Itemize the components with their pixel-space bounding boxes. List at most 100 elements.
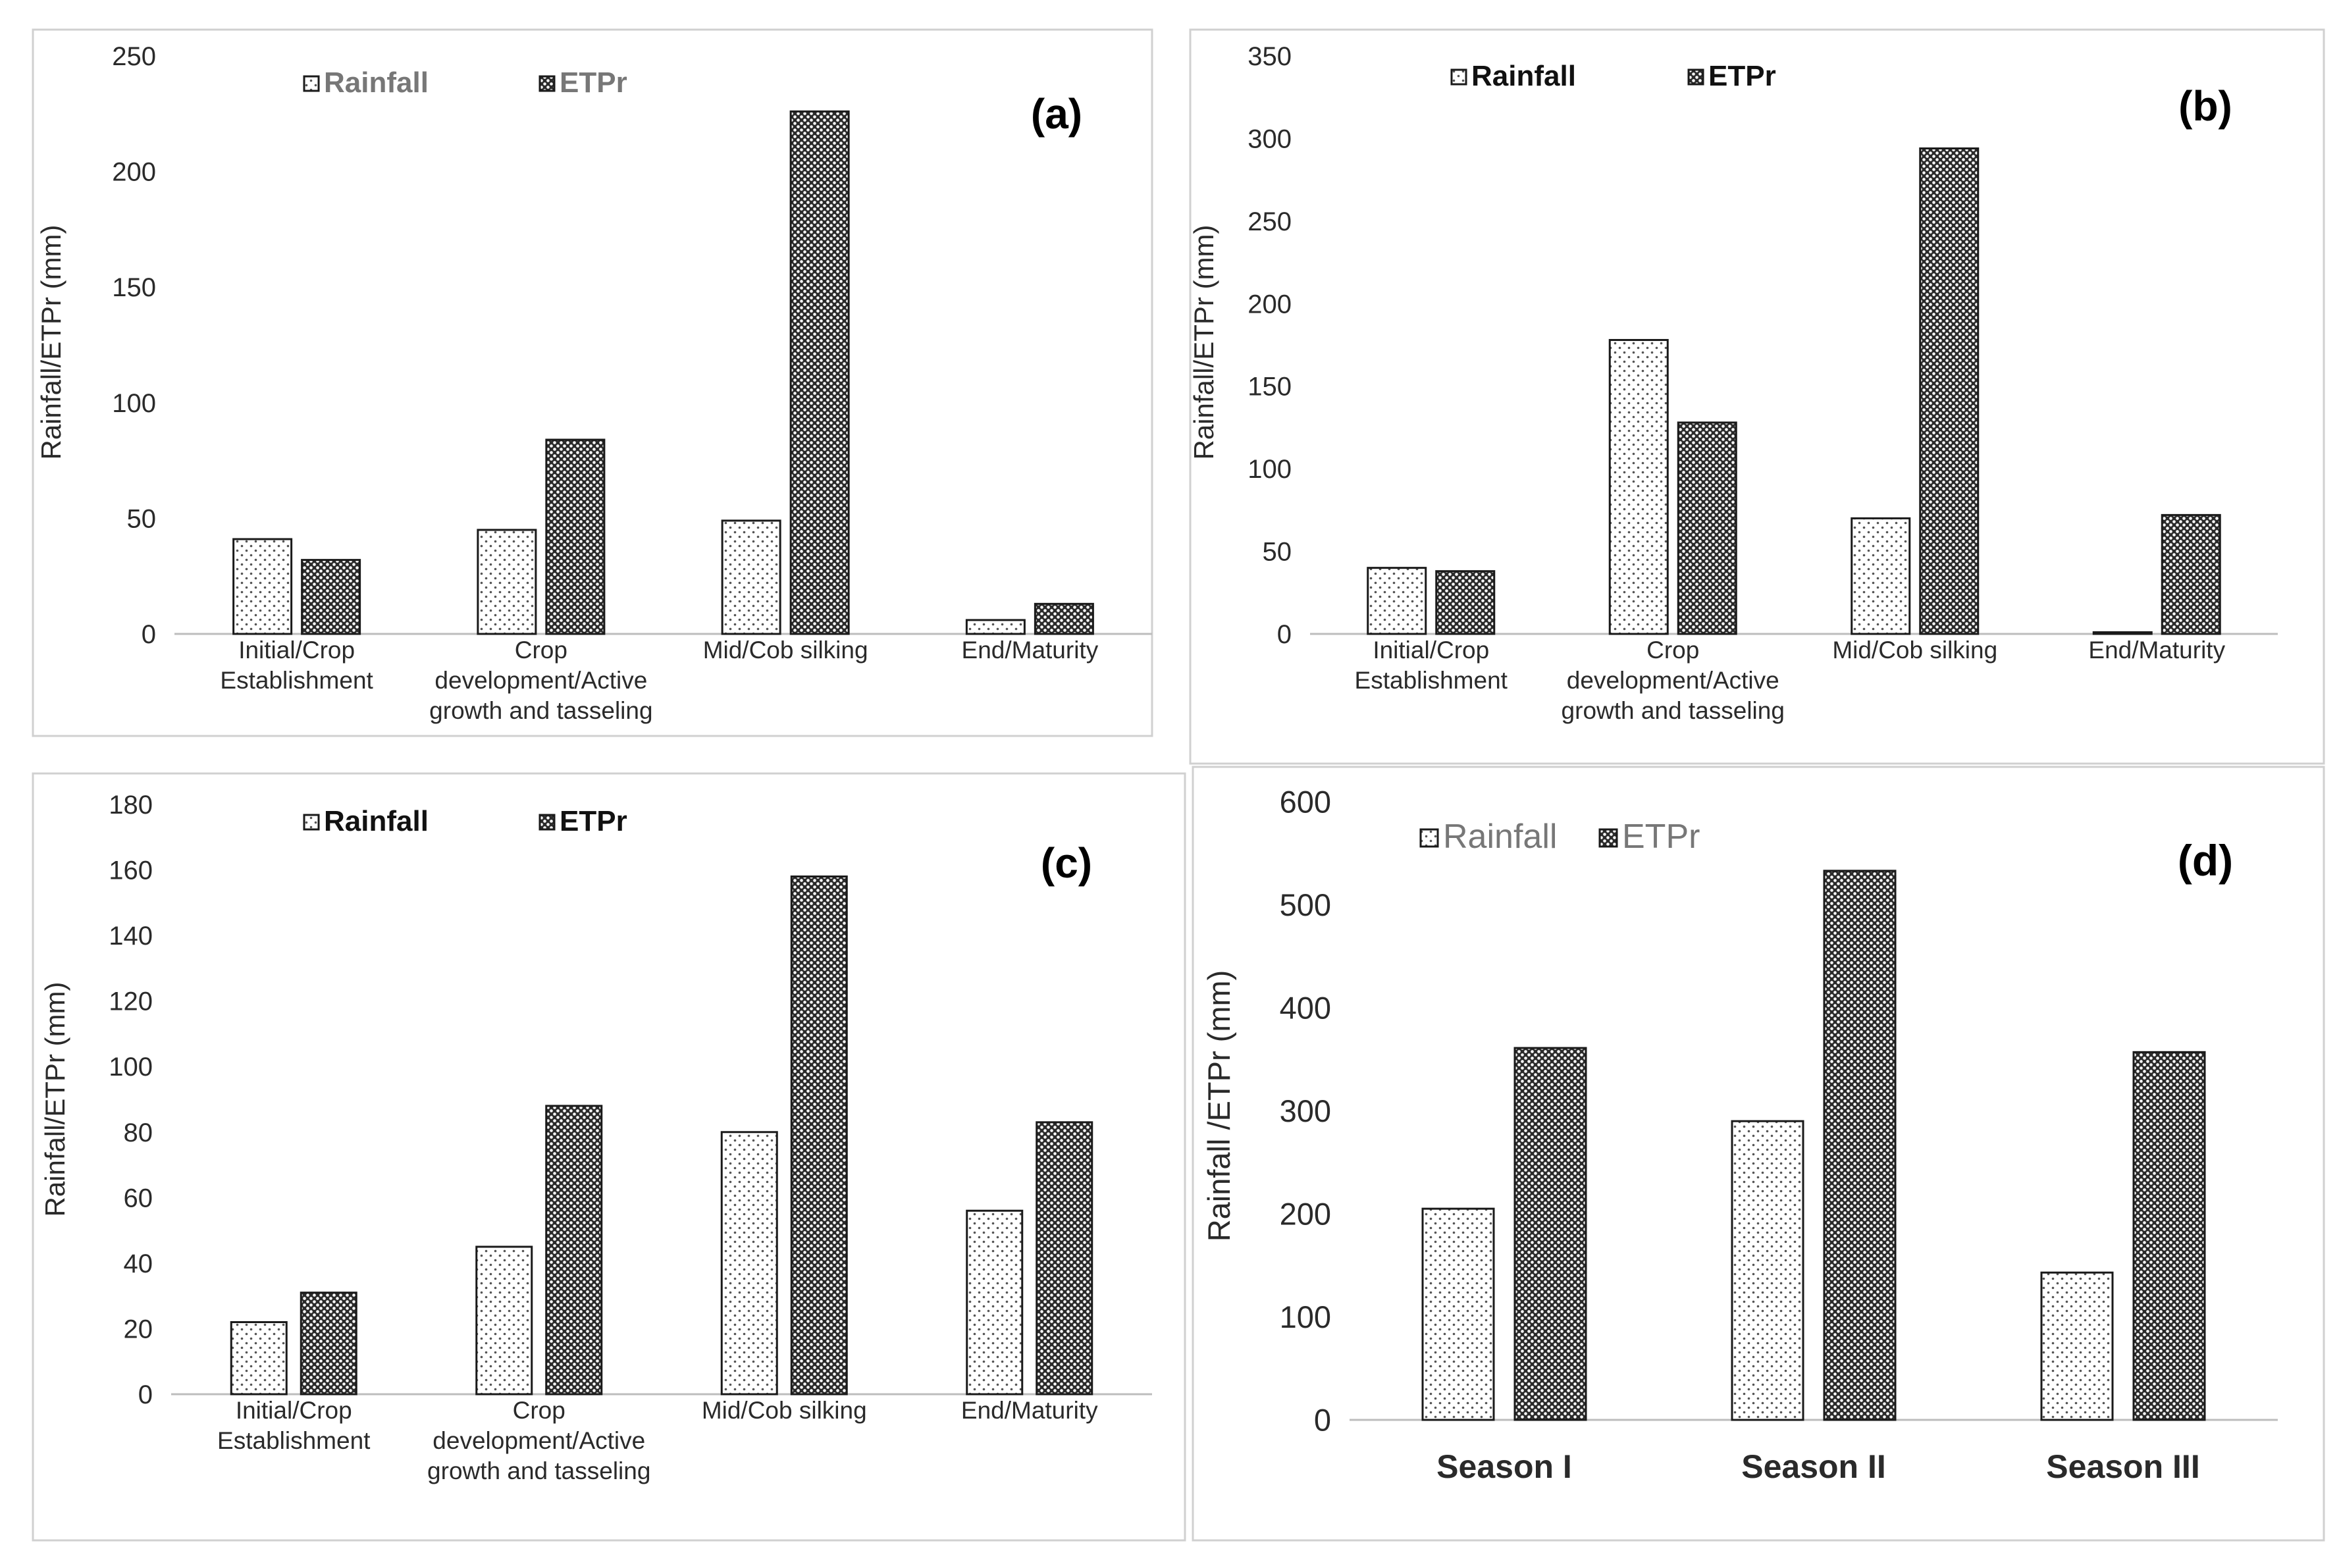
y-axis-label: Rainfall /ETPr (mm): [1201, 970, 1236, 1242]
legend-label-rainfall: Rainfall: [1443, 818, 1557, 856]
y-tick-label: 200: [1248, 290, 1292, 319]
y-tick-label: 400: [1280, 990, 1331, 1025]
x-category-label: Mid/Cob silking: [1832, 637, 1997, 664]
y-tick-label: 80: [124, 1118, 153, 1147]
x-category-label: Initial/Crop: [236, 1397, 352, 1424]
legend-swatch-rainfall: [1450, 68, 1467, 86]
x-category-label: growth and tasseling: [427, 1457, 650, 1484]
y-tick-label: 160: [109, 856, 153, 885]
y-tick-label: 0: [138, 1380, 153, 1409]
bar-etpr-2: [545, 1105, 603, 1396]
bar-etpr-1: [300, 1292, 357, 1396]
legend-label-rainfall: Rainfall: [324, 805, 429, 837]
x-category-label: Mid/Cob silking: [702, 1397, 867, 1424]
legend-swatch-etpr: [1598, 828, 1618, 848]
y-tick-label: 200: [112, 158, 156, 187]
x-category-label: Establishment: [220, 667, 373, 694]
x-category-label: growth and tasseling: [429, 697, 652, 724]
panel-label: (b): [2178, 82, 2232, 130]
y-tick-label: 180: [109, 791, 153, 820]
y-tick-label: 250: [1248, 207, 1292, 236]
x-category-label: development/Active: [434, 667, 647, 694]
y-tick-label: 100: [112, 389, 156, 418]
bar-etpr-4: [1034, 602, 1094, 635]
x-category-label: Crop: [1646, 637, 1699, 664]
x-category-label: Establishment: [1355, 667, 1508, 694]
y-tick-label: 300: [1248, 124, 1292, 153]
bar-rainfall-4: [965, 619, 1026, 635]
bar-rainfall-4: [2092, 631, 2153, 635]
y-tick-label: 200: [1280, 1196, 1331, 1231]
legend-label-etpr: ETPr: [560, 805, 627, 837]
y-tick-label: 250: [112, 42, 156, 71]
bar-rainfall-3: [721, 519, 781, 635]
legend-label-etpr: ETPr: [1622, 818, 1700, 856]
legend-swatch-rainfall: [1419, 828, 1439, 848]
bar-rainfall-3: [1851, 517, 1911, 635]
x-category-label: Initial/Crop: [1373, 637, 1489, 664]
bar-etpr-2: [1677, 421, 1737, 635]
x-category-label: Crop: [515, 637, 567, 664]
x-category-label: development/Active: [433, 1427, 645, 1454]
panel-frame: [32, 772, 1186, 1542]
bar-etpr-4: [1036, 1121, 1093, 1396]
y-axis-label: Rainfall/ETPr (mm): [36, 224, 66, 459]
y-tick-label: 150: [1248, 373, 1292, 402]
x-category-label: development/Active: [1567, 667, 1779, 694]
legend-label-rainfall: Rainfall: [1471, 60, 1576, 92]
bar-etpr-3: [1919, 147, 1980, 635]
legend-swatch-etpr: [539, 75, 556, 92]
legend-swatch-etpr: [539, 814, 556, 831]
panel-label: (a): [1031, 90, 1082, 138]
bar-etpr-3: [790, 875, 848, 1396]
bar-rainfall-1: [1367, 567, 1427, 635]
panel-frame: [1189, 28, 2325, 765]
chart-panel-b: 0 50 100 150 200 250 300 350 Rainfall/ETPr (mm) I…: [1188, 28, 2325, 765]
y-tick-label: 20: [124, 1315, 153, 1344]
x-category-label: Initial/Crop: [238, 637, 355, 664]
y-tick-label: 0: [142, 620, 156, 649]
bar-etpr-3: [2132, 1051, 2206, 1421]
panel-label: (d): [2178, 836, 2233, 885]
y-tick-label: 300: [1280, 1093, 1331, 1128]
y-tick-label: 0: [1277, 620, 1292, 649]
x-category-label: growth and tasseling: [1562, 697, 1785, 724]
y-tick-label: 60: [124, 1184, 153, 1213]
legend-swatch-rainfall: [303, 814, 320, 831]
x-category-label: Season III: [2046, 1448, 2199, 1485]
y-tick-label: 140: [109, 922, 153, 951]
x-category-label: End/Maturity: [2088, 637, 2225, 664]
legend-swatch-etpr: [1687, 68, 1704, 86]
chart-panel-c: 0 20 40 60 80 100 120 140 160 180 Rainfall/ETPr (m…: [32, 772, 1186, 1542]
bar-rainfall-3: [720, 1131, 778, 1396]
legend-label-rainfall: Rainfall: [324, 66, 429, 99]
bar-rainfall-2: [475, 1245, 533, 1396]
x-category-label: Crop: [513, 1397, 565, 1424]
bar-etpr-1: [1513, 1047, 1587, 1421]
x-category-label: End/Maturity: [962, 637, 1099, 664]
y-tick-label: 50: [127, 504, 157, 533]
bar-rainfall-2: [1608, 338, 1669, 635]
y-axis-label: Rainfall/ETPr (mm): [1188, 224, 1219, 459]
legend-swatch-rainfall: [303, 75, 320, 92]
y-tick-label: 150: [112, 273, 156, 302]
bar-etpr-4: [2161, 513, 2221, 635]
bar-rainfall-2: [477, 529, 537, 635]
y-tick-label: 100: [109, 1053, 153, 1082]
y-tick-label: 120: [109, 987, 153, 1016]
y-tick-label: 100: [1248, 455, 1292, 484]
x-category-label: Establishment: [217, 1427, 371, 1454]
y-tick-label: 350: [1248, 42, 1292, 71]
x-category-label: Season II: [1741, 1448, 1886, 1485]
bar-etpr-1: [301, 559, 361, 635]
bar-rainfall-2: [1731, 1120, 1804, 1421]
x-category-label: End/Maturity: [961, 1397, 1098, 1424]
chart-panel-a: 0 50 100 150 200 250 Rainfall/ETPr (mm) Initial…: [32, 28, 1153, 737]
x-category-label: Season I: [1436, 1448, 1572, 1485]
bar-etpr-2: [1823, 870, 1897, 1421]
legend-label-etpr: ETPr: [560, 66, 627, 99]
y-tick-label: 0: [1314, 1402, 1331, 1437]
y-tick-label: 500: [1280, 887, 1331, 922]
x-category-label: Mid/Cob silking: [703, 637, 868, 664]
